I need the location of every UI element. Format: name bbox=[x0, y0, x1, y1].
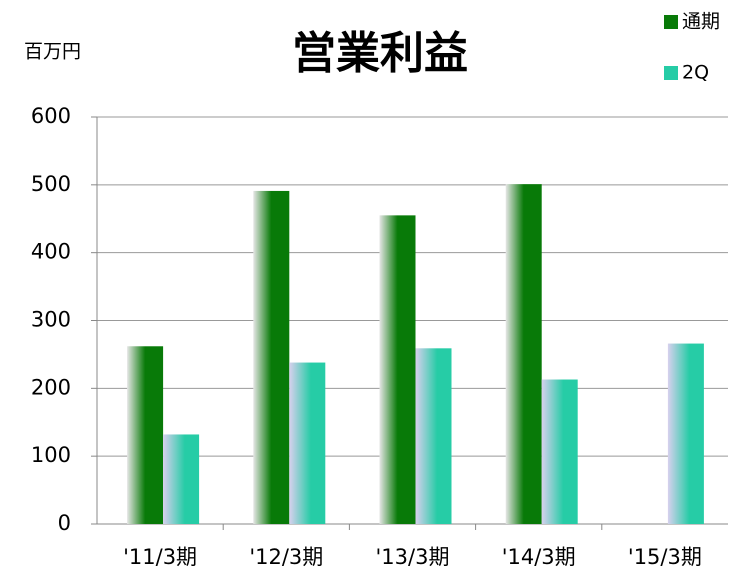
chart-title: 営業利益 bbox=[292, 28, 468, 79]
x-tick-label: '14/3期 bbox=[502, 545, 576, 569]
bar bbox=[505, 184, 542, 524]
y-axis-label: 百万円 bbox=[24, 41, 81, 63]
y-tick-label: 600 bbox=[31, 104, 71, 128]
bar bbox=[289, 362, 326, 524]
legend-label: 2Q bbox=[682, 62, 709, 84]
y-tick-label: 100 bbox=[31, 443, 71, 467]
bar bbox=[415, 348, 452, 524]
x-tick-label: '12/3期 bbox=[249, 545, 323, 569]
legend-swatch bbox=[664, 66, 678, 80]
y-tick-label: 300 bbox=[31, 308, 71, 332]
x-tick-label: '15/3期 bbox=[628, 545, 702, 569]
y-tick-label: 0 bbox=[58, 511, 71, 535]
bar bbox=[163, 434, 200, 524]
bar bbox=[127, 346, 164, 524]
y-tick-label: 200 bbox=[31, 375, 71, 399]
legend-label: 通期 bbox=[682, 11, 720, 33]
bar bbox=[541, 379, 578, 524]
bar bbox=[379, 215, 416, 524]
x-tick-label: '11/3期 bbox=[123, 545, 197, 569]
x-tick-label: '13/3期 bbox=[376, 545, 450, 569]
y-tick-label: 400 bbox=[31, 240, 71, 264]
legend-swatch bbox=[664, 15, 678, 29]
y-tick-label: 500 bbox=[31, 172, 71, 196]
bar bbox=[253, 190, 290, 524]
bar bbox=[667, 343, 704, 524]
